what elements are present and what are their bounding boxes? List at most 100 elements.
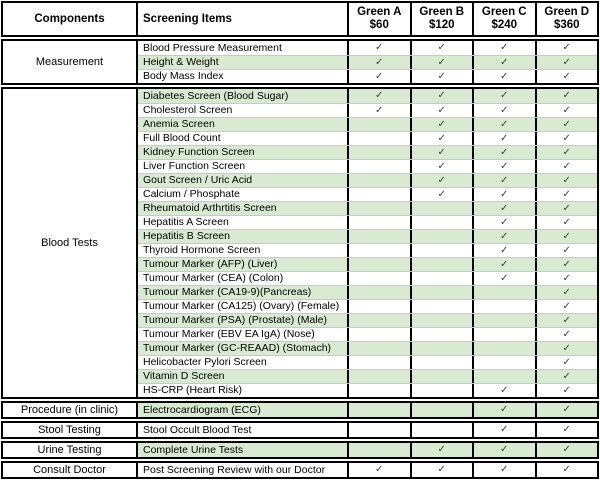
screening-item-label: Tumour Marker (GC-REAAD) (Stomach) [138,342,349,355]
check-icon: ✓ [412,70,474,83]
check-cell-empty [349,403,412,417]
screening-items-column-header: Screening Items [138,3,349,35]
check-icon: ✓ [474,230,537,243]
check-icon: ✓ [412,41,474,55]
package-header-green-d: Green D $360 [537,3,598,35]
screening-items-header-label: Screening Items [143,12,232,25]
check-icon: ✓ [474,384,537,397]
check-cell-empty [349,174,412,187]
check-icon: ✓ [474,104,537,117]
check-icon: ✓ [562,384,571,396]
check-cell-empty [474,370,537,383]
check-icon: ✓ [474,89,537,103]
check-cell-empty [349,286,412,299]
screening-item-label: Complete Urine Tests [138,443,349,457]
check-icon: ✓ [474,188,537,201]
check-icon: ✓ [562,370,571,382]
screening-item-label: Full Blood Count [138,132,349,145]
check-icon: ✓ [412,89,474,103]
table-row: Vitamin D Screen ✓ [138,369,597,383]
check-icon: ✓ [474,132,537,145]
check-cell-empty [412,272,474,285]
section-rows: Stool Occult Blood Test ✓ ✓ [138,423,597,437]
check-icon: ✓ [349,70,412,83]
section-rows: Blood Pressure Measurement ✓ ✓ ✓ ✓ Height & W… [138,41,597,83]
check-icon: ✓ [349,89,412,103]
table-row: Kidney Function Screen ✓ ✓ ✓ [138,145,597,159]
section-rows: Post Screening Review with our Doctor ✓ ✓ ✓… [138,463,597,477]
check-icon: ✓ [562,90,571,101]
table-row: Helicobacter Pylori Screen ✓ [138,355,597,369]
check-icon: ✓ [562,230,571,242]
table-row: Post Screening Review with our Doctor ✓ ✓ ✓… [138,463,597,477]
table-row: Body Mass Index ✓ ✓ ✓ ✓ [138,69,597,83]
table-row: Tumour Marker (CEA) (Colon) ✓ ✓ [138,271,597,285]
check-icon: ✓ [562,314,571,326]
check-icon: ✓ [562,404,571,415]
screening-item-label: Calcium / Phosphate [138,188,349,201]
check-icon: ✓ [562,160,571,172]
check-cell-empty [349,118,412,131]
check-cell-empty [474,328,537,341]
component-label: Blood Tests [3,89,138,397]
check-cell-empty [349,202,412,215]
check-cell-empty [412,328,474,341]
table-body: Measurement Blood Pressure Measurement ✓ ✓ ✓… [1,39,599,479]
check-cell-empty [349,230,412,243]
check-icon: ✓ [562,174,571,186]
check-cell-empty [412,342,474,355]
table-row: Full Blood Count ✓ ✓ ✓ [138,131,597,145]
check-icon: ✓ [474,118,537,131]
check-icon: ✓ [562,56,571,68]
screening-item-label: Tumour Marker (PSA) (Prostate) (Male) [138,314,349,327]
check-icon: ✓ [349,104,412,117]
check-icon: ✓ [474,70,537,83]
screening-item-label: Tumour Marker (CA125) (Ovary) (Female) [138,300,349,313]
screening-item-label: Anemia Screen [138,118,349,131]
component-label: Measurement [3,41,138,83]
screening-item-label: Hepatitis B Screen [138,230,349,243]
check-cell-empty [349,300,412,313]
table-row: Blood Pressure Measurement ✓ ✓ ✓ ✓ [138,41,597,55]
check-icon: ✓ [474,258,537,271]
package-name: Green C [481,6,527,18]
screening-item-label: Post Screening Review with our Doctor [138,463,349,477]
check-icon: ✓ [562,342,571,354]
section-rows: Electrocardiogram (ECG) ✓ ✓ [138,403,597,417]
check-cell-empty [349,258,412,271]
check-icon: ✓ [349,56,412,69]
check-cell-empty [412,403,474,417]
check-icon: ✓ [562,202,571,214]
check-icon: ✓ [412,118,474,131]
check-cell-empty [412,244,474,257]
check-cell-empty [349,342,412,355]
check-icon: ✓ [562,356,571,368]
check-cell-empty [349,423,412,437]
table-row: HS-CRP (Heart Risk) ✓ ✓ [138,383,597,397]
package-price: $120 [428,19,455,31]
check-cell-empty [412,370,474,383]
table-header: Components Screening Items Green A $60 G… [1,1,599,37]
table-row: Tumour Marker (CA125) (Ovary) (Female) ✓ [138,299,597,313]
check-icon: ✓ [412,174,474,187]
check-icon: ✓ [562,300,571,312]
component-section: Procedure (in clinic) Electrocardiogram (… [1,401,599,419]
check-cell-empty [474,286,537,299]
check-icon: ✓ [349,41,412,55]
screening-item-label: Cholesterol Screen [138,104,349,117]
check-cell-empty [412,202,474,215]
check-cell-empty [349,146,412,159]
package-name: Green A [357,6,402,18]
component-label: Consult Doctor [3,463,138,477]
section-rows: Complete Urine Tests ✓ ✓ ✓ [138,443,597,457]
check-cell-empty [412,258,474,271]
check-cell-empty [412,300,474,313]
check-cell-empty [349,188,412,201]
check-cell-empty [412,286,474,299]
check-icon: ✓ [562,216,571,228]
check-cell-empty [474,342,537,355]
screening-item-label: HS-CRP (Heart Risk) [138,384,349,397]
check-cell-empty [349,314,412,327]
check-cell-empty [474,314,537,327]
